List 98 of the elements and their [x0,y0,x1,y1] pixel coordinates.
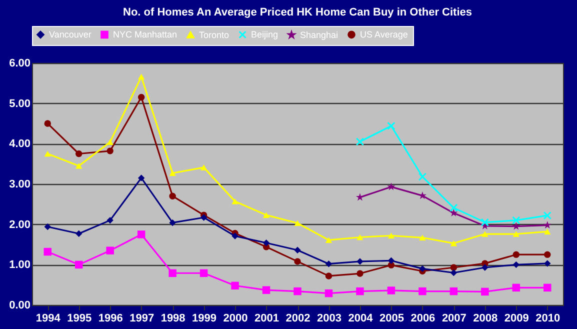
point [356,138,364,146]
point [44,248,52,256]
point [44,120,51,127]
point [106,139,114,145]
y-tick-label: 1.00 [9,259,30,272]
x-tick-label: 2002 [286,312,310,324]
x-tick-label: 2000 [223,312,248,324]
point [387,286,396,294]
point [419,265,426,272]
point [232,198,238,204]
point [419,234,426,241]
point [232,232,238,240]
y-tick-label: 2.00 [9,218,30,231]
point [44,223,51,230]
point [544,228,551,234]
x-tick-label: 2005 [379,312,404,324]
point [138,74,145,80]
point [543,211,552,220]
point [356,287,364,296]
y-tick-label: 6.00 [9,58,30,70]
point [262,286,270,294]
point [200,164,208,170]
x-tick-label: 2008 [473,312,498,324]
x-tick-label: 1998 [160,312,186,324]
point [450,264,458,271]
y-tick-label: 3.00 [9,178,30,190]
point [106,246,114,254]
x-tick-label: 1999 [192,312,217,324]
point [512,222,520,230]
x-tick-label: 2009 [504,312,529,324]
point [169,219,176,226]
point [169,192,176,200]
point [106,216,114,224]
point [512,216,520,224]
point [450,240,458,246]
point [262,212,270,218]
y-tick-label: 5.00 [9,98,30,110]
point [418,172,427,181]
point [262,240,270,246]
point [450,204,458,212]
x-tick-label: 2006 [410,312,436,324]
point [106,148,114,154]
point [481,288,489,296]
point [74,260,83,269]
point [76,150,82,158]
point [544,251,551,258]
point [138,94,145,101]
point [76,230,82,237]
point [544,284,552,292]
point [76,162,82,169]
point [231,282,239,290]
chart-title: No. of Homes An Average Priced HK Home Can Buy in Other Cities [122,6,472,18]
x-tick-label: 2004 [348,312,374,324]
point [418,287,426,296]
x-tick-label: 1996 [98,312,123,324]
point [325,272,332,280]
point [356,270,364,277]
point [294,220,301,226]
point [544,260,551,267]
x-tick-label: 2001 [254,312,280,324]
point [325,260,332,268]
point [387,182,396,190]
point [450,208,458,216]
point [512,231,520,237]
point [169,170,176,176]
point [450,269,458,276]
x-tick-label: 2010 [536,312,560,324]
point [294,287,302,296]
point [324,289,333,298]
point [137,230,146,238]
point [200,214,208,221]
x-tick-label: 1995 [67,312,92,324]
point [480,218,490,226]
x-tick-label: 2003 [316,312,342,324]
point [388,232,395,239]
point [512,251,520,258]
point [200,269,208,278]
point [44,150,51,157]
point [512,261,520,268]
point [543,220,552,229]
y-tick-label: 0.00 [9,300,30,312]
point [356,234,364,240]
point [450,287,458,296]
point [294,246,301,254]
x-tick-label: 2007 [442,312,466,324]
x-tick-label: 1997 [130,312,154,324]
point [356,258,364,265]
point [168,269,176,278]
point [388,257,395,264]
point [294,258,301,265]
point [138,174,145,182]
point [512,284,520,292]
x-tick-label: 1994 [36,312,62,324]
point [482,264,488,271]
point [325,237,332,243]
point [387,122,396,130]
y-tick-label: 4.00 [9,138,30,150]
point [482,231,488,237]
